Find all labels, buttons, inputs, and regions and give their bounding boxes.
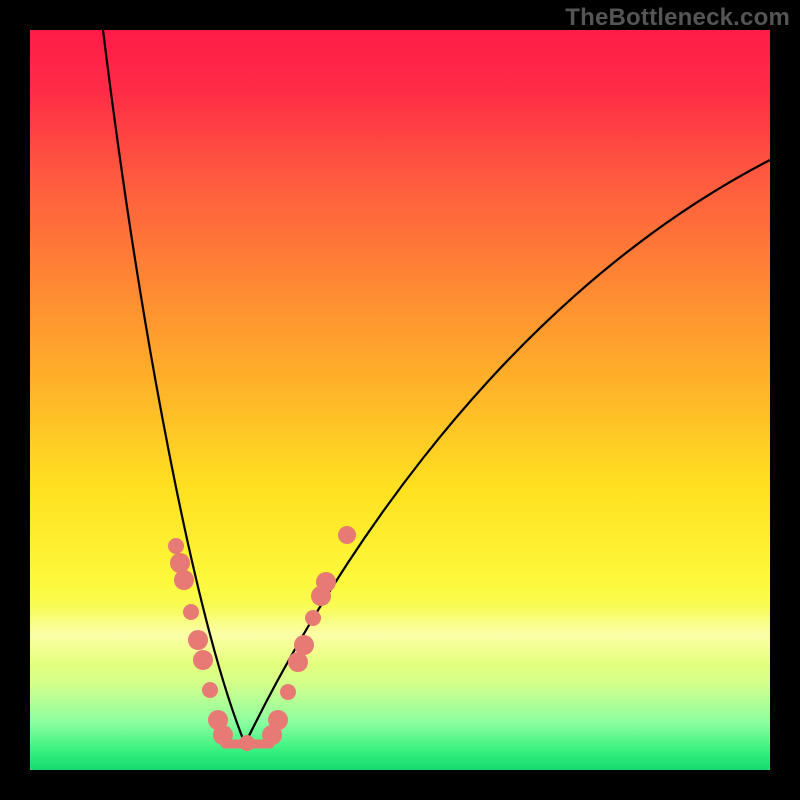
data-bead: [305, 610, 321, 626]
data-bead: [288, 652, 308, 672]
data-bead: [294, 635, 314, 655]
data-bead: [338, 526, 356, 544]
watermark-label: TheBottleneck.com: [565, 4, 790, 32]
data-bead: [316, 572, 336, 592]
data-bead: [280, 684, 296, 700]
data-bead: [193, 650, 213, 670]
data-bead: [239, 735, 255, 751]
data-bead: [183, 604, 199, 620]
data-bead: [268, 710, 288, 730]
chart-container: TheBottleneck.com: [0, 0, 800, 800]
glow-band: [30, 605, 770, 665]
data-bead: [174, 570, 194, 590]
data-bead: [170, 553, 190, 573]
data-bead: [188, 630, 208, 650]
data-bead: [213, 725, 233, 745]
data-bead: [202, 682, 218, 698]
data-bead: [168, 538, 184, 554]
chart-svg: [0, 0, 800, 800]
